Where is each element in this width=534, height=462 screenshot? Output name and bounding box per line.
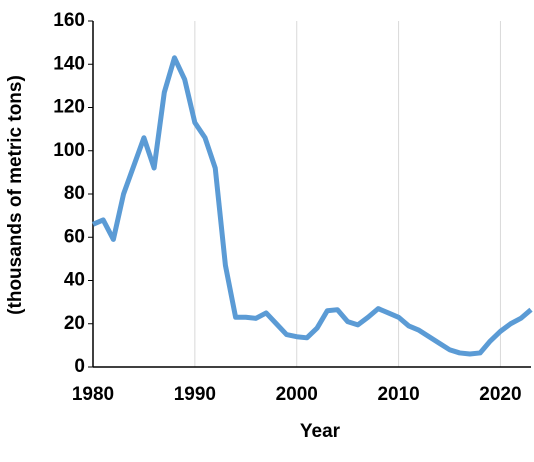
y-tick-label: 120 [53,97,85,118]
y-tick-label: 40 [64,270,85,291]
x-tick-label: 2020 [479,384,521,405]
x-tick-label: 2010 [377,384,419,405]
line [92,55,533,357]
y-tick-label: 0 [74,356,85,377]
x-tick-label: 2000 [276,384,318,405]
y-tick-label: 80 [64,183,85,204]
y-tick-label: 100 [53,140,85,161]
y-axis-label: (thousands of metric tons) [5,75,26,315]
y-tick-label: 140 [53,53,85,74]
y-tick-label: 60 [64,226,85,247]
x-axis-label: Year [300,421,341,442]
x-tick-label: 1980 [72,384,114,405]
x-tick-label: 1990 [174,384,216,405]
y-tick-label: 160 [53,10,85,31]
y-tick-label: 20 [64,313,85,334]
